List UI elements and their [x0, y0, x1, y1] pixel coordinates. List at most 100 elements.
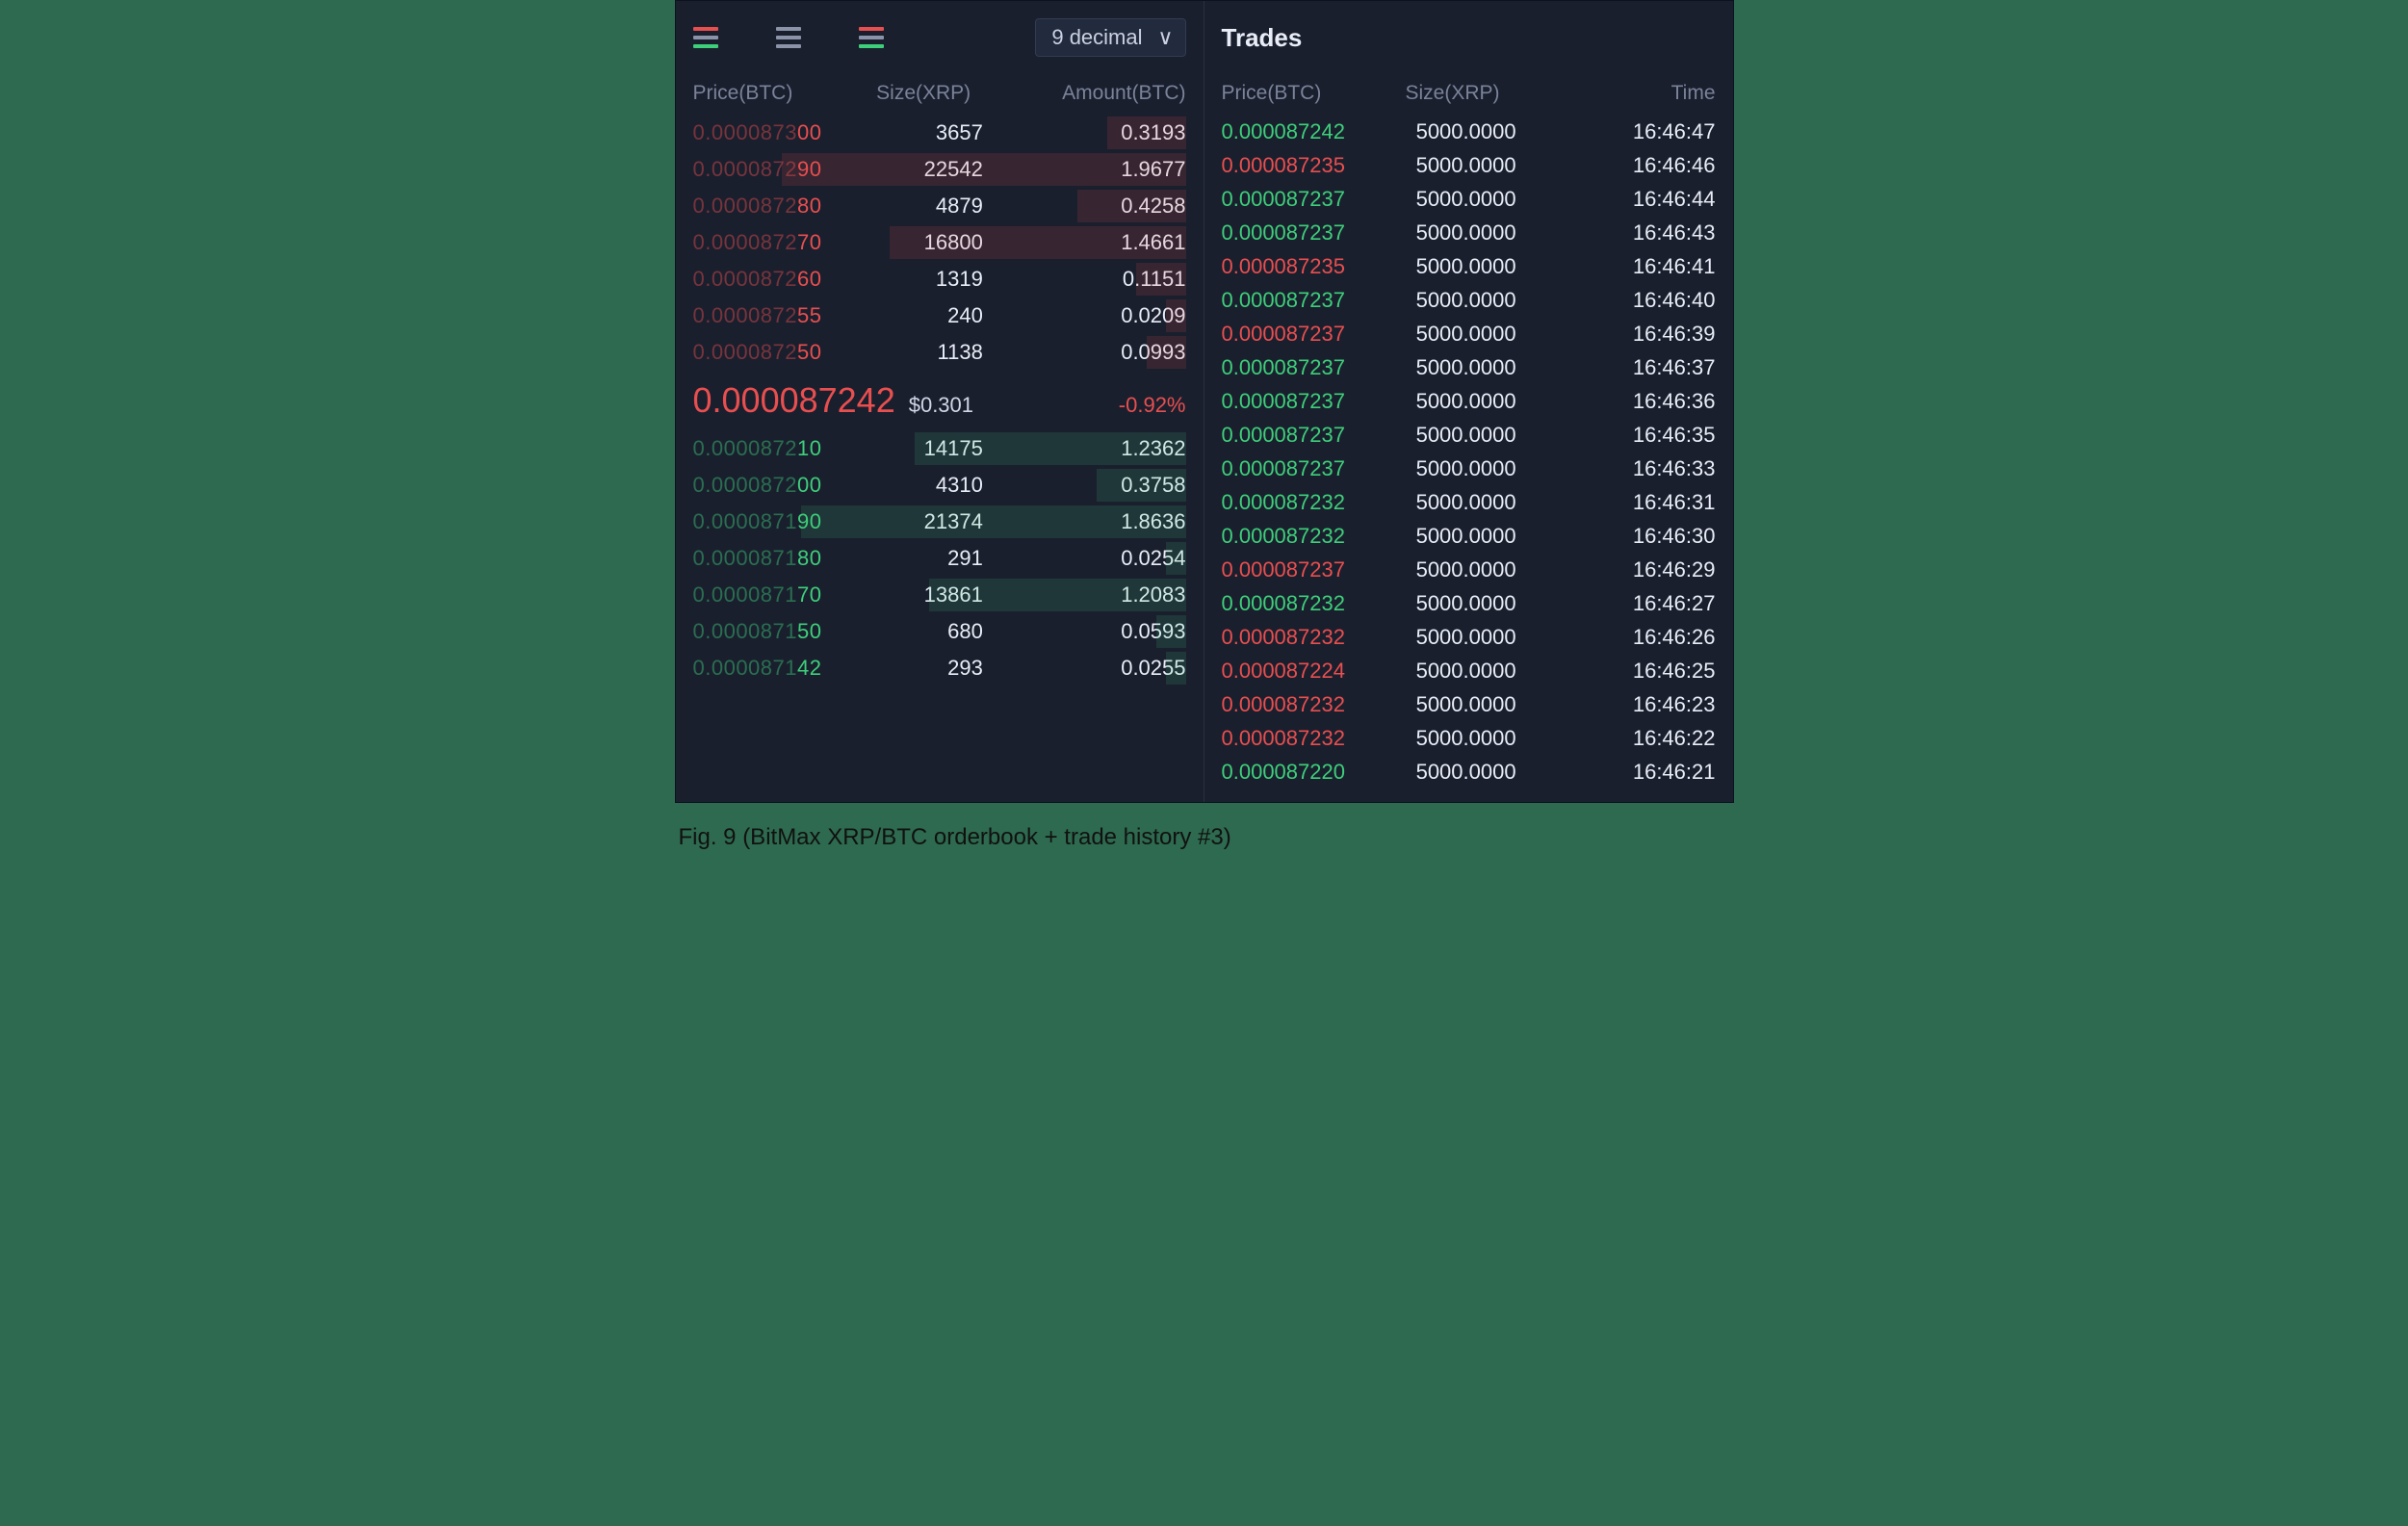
orderbook-size: 291: [857, 548, 1022, 569]
orderbook-row-ask[interactable]: 0.00008726013190.1151: [693, 261, 1186, 297]
decimal-precision-label: 9 decimal: [1051, 25, 1142, 49]
trade-time: 16:46:36: [1566, 389, 1715, 414]
orderbook-size: 3657: [857, 122, 1022, 143]
trade-row[interactable]: 0.0000872205000.000016:46:21: [1222, 755, 1716, 789]
trade-price: 0.000087232: [1222, 692, 1416, 717]
trade-size: 5000.0000: [1416, 760, 1566, 785]
trade-time: 16:46:47: [1566, 119, 1715, 144]
trade-row[interactable]: 0.0000872375000.000016:46:39: [1222, 317, 1716, 350]
orderbook-amount: 0.0255: [1022, 658, 1186, 679]
orderbook-row-bid[interactable]: 0.000087210141751.2362: [693, 430, 1186, 467]
trades-header-size: Size(XRP): [1386, 82, 1551, 105]
trade-row[interactable]: 0.0000872325000.000016:46:22: [1222, 721, 1716, 755]
orderbook-row-ask[interactable]: 0.0000872552400.0209: [693, 297, 1186, 334]
trade-size: 5000.0000: [1416, 490, 1566, 515]
trade-size: 5000.0000: [1416, 322, 1566, 347]
orderbook-price: 0.000087260: [693, 269, 858, 290]
trade-time: 16:46:41: [1566, 254, 1715, 279]
orderbook-row-bid[interactable]: 0.000087170138611.2083: [693, 577, 1186, 613]
orderbook-pane: 9 decimal ∨ Price(BTC) Size(XRP) Amount(…: [676, 1, 1204, 802]
orderbook-size: 1319: [857, 269, 1022, 290]
orderbook-row-ask[interactable]: 0.000087270168001.4661: [693, 224, 1186, 261]
orderbook-amount: 0.0209: [1022, 305, 1186, 326]
orderbook-row-ask[interactable]: 0.00008725011380.0993: [693, 334, 1186, 371]
trade-row[interactable]: 0.0000872375000.000016:46:36: [1222, 384, 1716, 418]
orderbook-amount: 0.0254: [1022, 548, 1186, 569]
orderbook-headers: Price(BTC) Size(XRP) Amount(BTC): [693, 65, 1186, 115]
trade-row[interactable]: 0.0000872325000.000016:46:30: [1222, 519, 1716, 553]
trade-price: 0.000087232: [1222, 726, 1416, 751]
orderbook-size: 1138: [857, 342, 1022, 363]
orderbook-header-size: Size(XRP): [857, 82, 1022, 105]
trades-headers: Price(BTC) Size(XRP) Time: [1222, 65, 1716, 115]
trades-pane: Trades Price(BTC) Size(XRP) Time 0.00008…: [1204, 1, 1733, 802]
trade-price: 0.000087237: [1222, 187, 1416, 212]
trades-header-price: Price(BTC): [1222, 82, 1386, 105]
trade-row[interactable]: 0.0000872325000.000016:46:26: [1222, 620, 1716, 654]
trade-price: 0.000087235: [1222, 153, 1416, 178]
orderbook-price: 0.000087210: [693, 438, 858, 459]
trade-price: 0.000087237: [1222, 355, 1416, 380]
trade-time: 16:46:35: [1566, 423, 1715, 448]
trade-size: 5000.0000: [1416, 288, 1566, 313]
trade-time: 16:46:44: [1566, 187, 1715, 212]
orderbook-size: 293: [857, 658, 1022, 679]
trade-price: 0.000087237: [1222, 322, 1416, 347]
trade-size: 5000.0000: [1416, 692, 1566, 717]
trade-row[interactable]: 0.0000872375000.000016:46:37: [1222, 350, 1716, 384]
trade-time: 16:46:37: [1566, 355, 1715, 380]
trade-price: 0.000087235: [1222, 254, 1416, 279]
orderbook-price: 0.000087142: [693, 658, 858, 679]
trade-size: 5000.0000: [1416, 524, 1566, 549]
orderbook-mode-both[interactable]: [693, 27, 718, 48]
trade-row[interactable]: 0.0000872375000.000016:46:29: [1222, 553, 1716, 586]
orderbook-row-bid[interactable]: 0.0000871802910.0254: [693, 540, 1186, 577]
trade-price: 0.000087237: [1222, 557, 1416, 582]
trade-row[interactable]: 0.0000872375000.000016:46:33: [1222, 452, 1716, 485]
trade-size: 5000.0000: [1416, 389, 1566, 414]
trade-size: 5000.0000: [1416, 187, 1566, 212]
decimal-precision-select[interactable]: 9 decimal ∨: [1035, 18, 1185, 57]
orderbook-row-bid[interactable]: 0.000087190213741.8636: [693, 504, 1186, 540]
orderbook-header-amount: Amount(BTC): [1022, 82, 1186, 105]
trade-time: 16:46:43: [1566, 220, 1715, 246]
trade-row[interactable]: 0.0000872425000.000016:46:47: [1222, 115, 1716, 148]
trade-price: 0.000087237: [1222, 389, 1416, 414]
trade-size: 5000.0000: [1416, 456, 1566, 481]
trade-size: 5000.0000: [1416, 153, 1566, 178]
trade-row[interactable]: 0.0000872375000.000016:46:40: [1222, 283, 1716, 317]
exchange-panel: 9 decimal ∨ Price(BTC) Size(XRP) Amount(…: [675, 0, 1734, 803]
last-price: 0.000087242: [693, 380, 895, 421]
trade-price: 0.000087220: [1222, 760, 1416, 785]
trade-size: 5000.0000: [1416, 726, 1566, 751]
orderbook-size: 240: [857, 305, 1022, 326]
trade-time: 16:46:27: [1566, 591, 1715, 616]
trade-row[interactable]: 0.0000872245000.000016:46:25: [1222, 654, 1716, 687]
orderbook-row-bid[interactable]: 0.0000871506800.0593: [693, 613, 1186, 650]
orderbook-row-bid[interactable]: 0.00008720043100.3758: [693, 467, 1186, 504]
trade-size: 5000.0000: [1416, 591, 1566, 616]
trade-row[interactable]: 0.0000872325000.000016:46:31: [1222, 485, 1716, 519]
trade-price: 0.000087232: [1222, 524, 1416, 549]
orderbook-mode-neutral[interactable]: [776, 27, 801, 48]
trade-size: 5000.0000: [1416, 625, 1566, 650]
orderbook-bids: 0.000087210141751.23620.00008720043100.3…: [693, 430, 1186, 686]
trade-price: 0.000087237: [1222, 423, 1416, 448]
trade-row[interactable]: 0.0000872355000.000016:46:41: [1222, 249, 1716, 283]
trade-row[interactable]: 0.0000872375000.000016:46:43: [1222, 216, 1716, 249]
trade-row[interactable]: 0.0000872325000.000016:46:27: [1222, 586, 1716, 620]
trade-size: 5000.0000: [1416, 659, 1566, 684]
trade-row[interactable]: 0.0000872375000.000016:46:35: [1222, 418, 1716, 452]
trade-time: 16:46:33: [1566, 456, 1715, 481]
orderbook-row-bid[interactable]: 0.0000871422930.0255: [693, 650, 1186, 686]
orderbook-row-ask[interactable]: 0.00008728048790.4258: [693, 188, 1186, 224]
trade-row[interactable]: 0.0000872325000.000016:46:23: [1222, 687, 1716, 721]
orderbook-row-ask[interactable]: 0.000087290225421.9677: [693, 151, 1186, 188]
orderbook-row-ask[interactable]: 0.00008730036570.3193: [693, 115, 1186, 151]
trade-row[interactable]: 0.0000872355000.000016:46:46: [1222, 148, 1716, 182]
trade-row[interactable]: 0.0000872375000.000016:46:44: [1222, 182, 1716, 216]
figure-caption-wrap: Fig. 9 (BitMax XRP/BTC orderbook + trade…: [675, 803, 1734, 880]
trade-price: 0.000087232: [1222, 591, 1416, 616]
trade-price: 0.000087224: [1222, 659, 1416, 684]
orderbook-mode-bids[interactable]: [859, 27, 884, 48]
